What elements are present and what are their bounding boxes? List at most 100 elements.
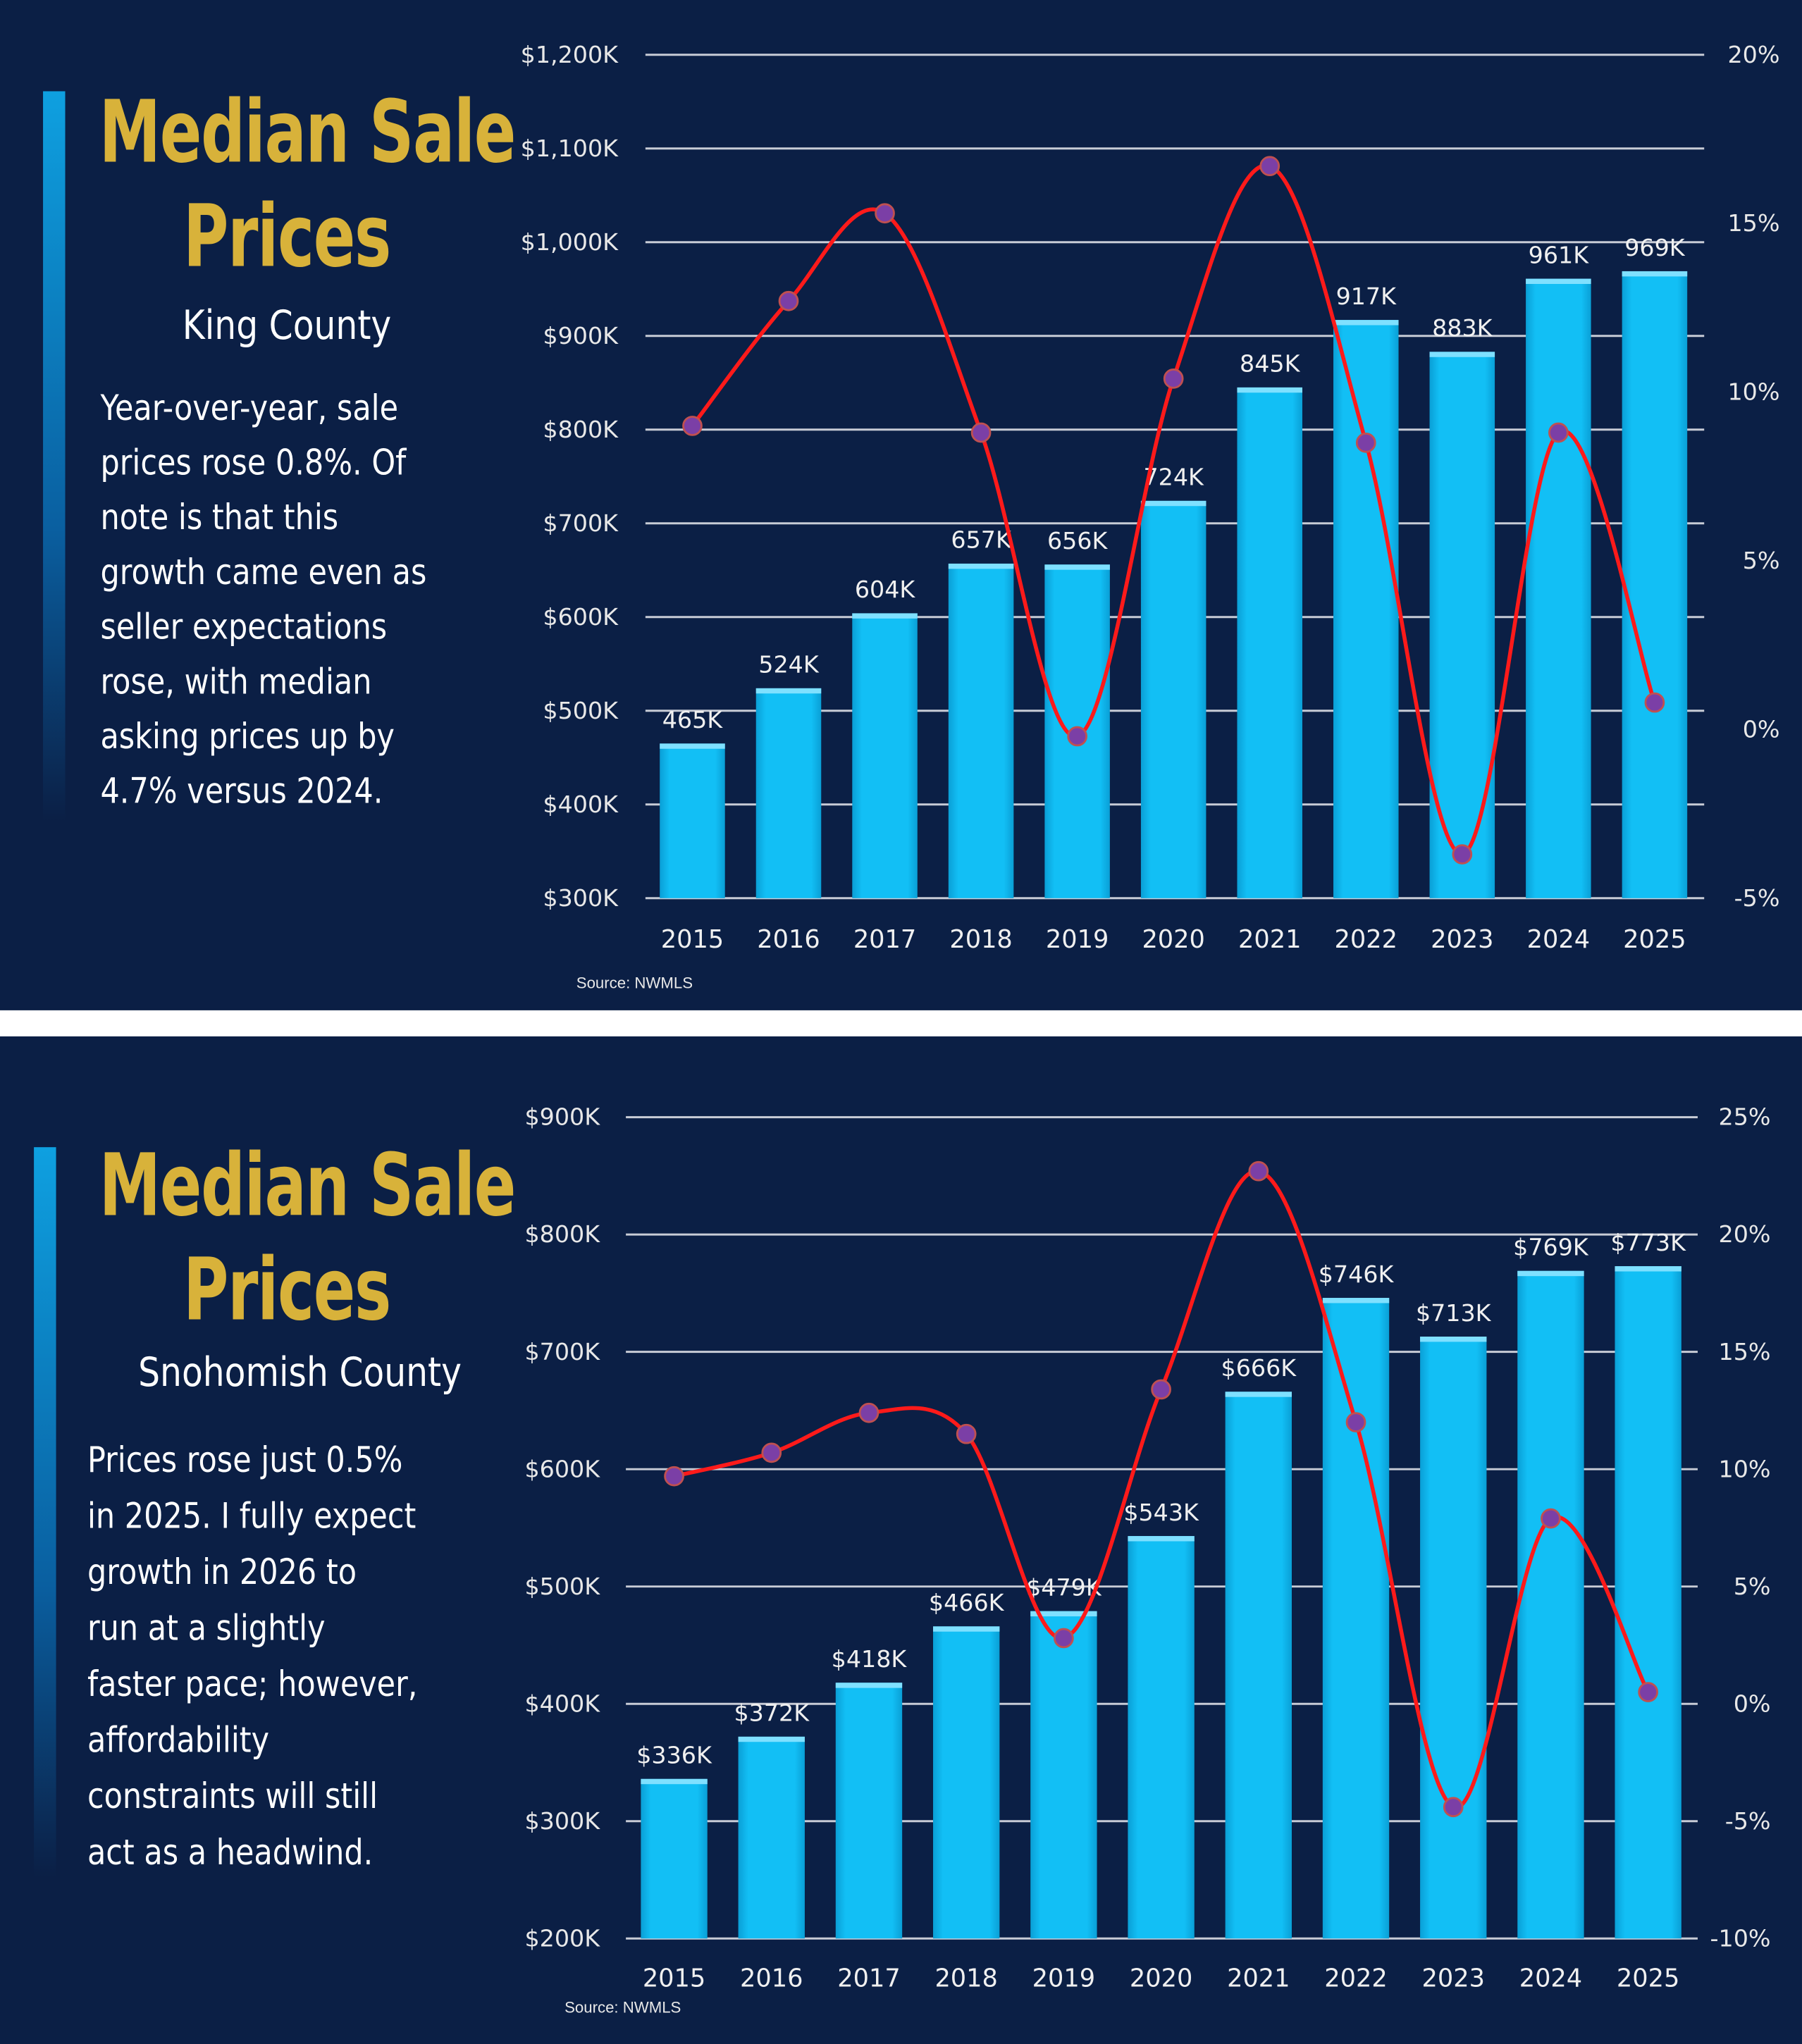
bar-top-highlight [1225, 1392, 1292, 1397]
accent-bar [34, 1147, 56, 1878]
yoy-change-marker [858, 1402, 880, 1423]
right-axis-tick-label: 5% [1734, 1573, 1771, 1600]
bar [641, 1778, 708, 1939]
bar [852, 613, 918, 898]
left-axis-tick-label: $1,100K [521, 135, 619, 162]
bar-top-highlight [641, 1778, 708, 1785]
body-line: seller expectations [100, 607, 388, 648]
bar [1622, 271, 1688, 898]
bar-top-highlight [933, 1626, 1000, 1632]
bar-data-label: $746K [1319, 1261, 1395, 1288]
x-axis-tick-label: 2019 [1046, 925, 1109, 954]
right-axis-tick-label: 0% [1743, 715, 1780, 743]
yoy-change-marker [1638, 1682, 1658, 1702]
x-axis-tick-label: 2019 [1032, 1964, 1095, 1993]
yoy-change-marker [664, 1466, 684, 1487]
bar-top-highlight [1030, 1611, 1097, 1617]
x-axis-tick-label: 2023 [1431, 925, 1493, 954]
body-line: in 2025. I fully expect [87, 1497, 416, 1537]
x-axis-tick-label: 2023 [1422, 1964, 1485, 1993]
panel-subtitle: King County [182, 302, 392, 349]
x-axis-tick-label: 2016 [740, 1964, 803, 1993]
yoy-change-marker [1541, 1508, 1561, 1529]
x-axis-tick-label: 2018 [949, 925, 1012, 954]
yoy-change-marker [1151, 1379, 1171, 1400]
yoy-change-marker [1452, 844, 1473, 865]
bar-top-highlight [1517, 1270, 1584, 1277]
source-note: Source: NWMLS [576, 974, 693, 991]
bar-top-highlight [1429, 352, 1495, 357]
bar [1526, 278, 1591, 898]
x-axis-tick-label: 2022 [1335, 925, 1397, 954]
left-axis-tick-label: $700K [543, 509, 619, 537]
body-line: note is that this [100, 497, 339, 539]
bar-top-highlight [738, 1736, 805, 1742]
x-axis-tick-label: 2016 [757, 925, 820, 954]
bar-data-label: 917K [1336, 283, 1397, 310]
bar [1420, 1337, 1487, 1939]
bar [738, 1736, 805, 1939]
yoy-change-marker [1443, 1797, 1464, 1818]
bar-top-highlight [1128, 1536, 1195, 1542]
bar-data-label: $372K [734, 1699, 810, 1727]
left-axis-tick-label: $900K [525, 1103, 601, 1131]
right-axis-tick-label: -5% [1725, 1807, 1771, 1835]
bar-data-label: $713K [1416, 1299, 1492, 1327]
yoy-change-marker [761, 1442, 782, 1463]
left-axis-tick-label: $300K [543, 884, 619, 912]
left-axis-tick-label: $500K [543, 697, 619, 724]
left-axis-tick-label: $900K [543, 322, 619, 349]
snohomish-county-panel: Median Sale Prices Snohomish County Pric… [0, 1036, 1802, 2044]
panel-body-text: Prices rose just 0.5% in 2025. I fully e… [87, 1432, 417, 1881]
bar-top-highlight [1044, 564, 1110, 570]
body-line: constraints will still [87, 1776, 378, 1818]
bar [948, 563, 1014, 898]
yoy-change-marker [1355, 433, 1376, 453]
left-axis-tick-label: $1,200K [521, 41, 619, 68]
bar [1225, 1392, 1292, 1939]
x-axis-tick-label: 2025 [1617, 1964, 1679, 1993]
bar [1140, 500, 1207, 898]
bar-top-highlight [1140, 500, 1207, 507]
body-line: act as a headwind. [87, 1833, 374, 1873]
yoy-change-line [673, 1169, 1650, 1810]
x-axis-tick-label: 2015 [661, 925, 724, 954]
x-axis-tick-label: 2020 [1130, 1964, 1192, 1993]
bar [1333, 320, 1399, 898]
bar-data-label: 845K [1240, 350, 1301, 378]
bar-top-highlight [852, 613, 918, 619]
x-axis-tick-label: 2018 [934, 1964, 997, 1993]
bar-data-label: 465K [662, 706, 724, 733]
left-axis-tick-label: $600K [525, 1455, 601, 1482]
right-axis-tick-label: -5% [1734, 884, 1780, 912]
x-axis-tick-label: 2021 [1227, 1964, 1290, 1993]
bar-data-label: $666K [1221, 1354, 1297, 1382]
yoy-change-marker [956, 1423, 977, 1444]
bar [755, 688, 822, 898]
bar-data-label: 961K [1529, 241, 1590, 268]
body-line: prices rose 0.8%. Of [100, 443, 407, 484]
yoy-change-marker [1067, 726, 1087, 747]
body-line: Year-over-year, sale [100, 388, 399, 429]
right-axis-tick-label: 15% [1719, 1338, 1771, 1365]
bar-top-highlight [1420, 1337, 1487, 1342]
bar-data-label: $336K [636, 1742, 712, 1769]
left-axis-tick-label: $800K [543, 416, 619, 443]
panel-subtitle: Snohomish County [138, 1349, 462, 1396]
panel-title-line1: Median Sale [99, 1135, 517, 1236]
bar-data-label: $479K [1026, 1573, 1102, 1601]
right-axis-tick-label: 15% [1728, 209, 1780, 237]
bar [1322, 1298, 1390, 1939]
bar-top-highlight [755, 688, 822, 694]
right-axis-tick-label: 20% [1728, 41, 1780, 68]
yoy-change-marker [1259, 156, 1280, 177]
left-axis-tick-label: $400K [525, 1690, 601, 1717]
bar-data-label: 524K [758, 651, 820, 679]
bar [1030, 1611, 1097, 1939]
yoy-change-marker [1163, 368, 1184, 389]
bar-data-label: 604K [855, 576, 916, 603]
bar-top-highlight [660, 743, 725, 749]
bar-data-label: 657K [951, 526, 1012, 554]
bar [835, 1683, 903, 1939]
snohomish-county-chart: Source: NWMLS $200K $300K $400K $500K $600K $… [525, 1103, 1771, 2017]
